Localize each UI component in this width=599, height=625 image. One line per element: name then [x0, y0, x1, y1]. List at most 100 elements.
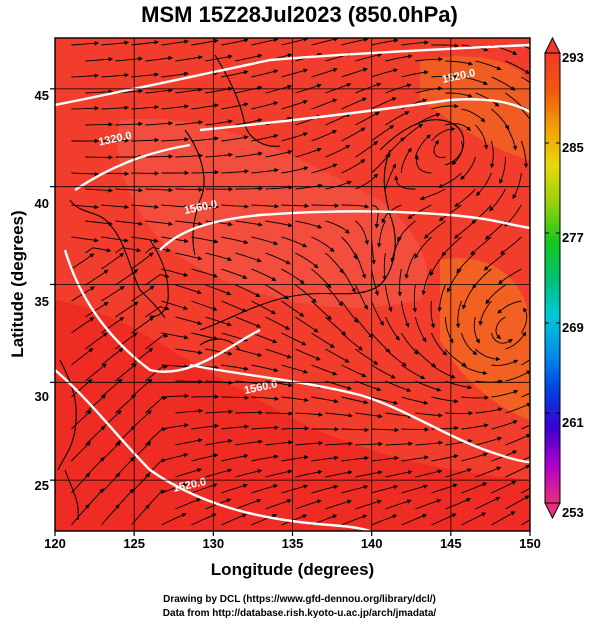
streamline [385, 111, 410, 126]
streamline [431, 513, 457, 526]
streamline [461, 395, 490, 400]
streamline [445, 60, 473, 66]
colorbar-bottom-arrow [544, 502, 561, 520]
streamline [281, 268, 305, 285]
streamline [484, 220, 506, 240]
streamline [251, 38, 279, 46]
streamline [431, 454, 459, 462]
streamline [341, 236, 358, 260]
streamline [101, 40, 130, 46]
streamline [325, 470, 353, 478]
streamline [265, 469, 293, 478]
streamline [471, 204, 492, 224]
streamline [341, 268, 356, 293]
streamline [175, 408, 204, 414]
streamline [521, 44, 530, 50]
streamline [281, 68, 309, 78]
streamline [161, 300, 188, 310]
streamline [521, 307, 528, 334]
streamline [221, 268, 248, 279]
streamline [505, 370, 530, 382]
streamline [251, 332, 278, 344]
streamline [478, 300, 492, 326]
streamline [498, 268, 522, 285]
streamline [175, 284, 202, 295]
streamline [341, 38, 369, 46]
streamline [325, 499, 352, 510]
streamline [311, 364, 338, 376]
geopotential-contours [55, 43, 530, 531]
streamline [355, 52, 383, 62]
x-tick-label: 120 [44, 536, 66, 551]
streamline [521, 358, 530, 366]
streamline [473, 316, 480, 344]
streamline [461, 512, 487, 526]
streamline [475, 348, 501, 362]
streamline [251, 425, 280, 430]
streamline [485, 284, 506, 305]
streamline [175, 87, 203, 94]
streamline [175, 120, 203, 126]
streamline [460, 332, 478, 356]
streamline [295, 316, 319, 333]
streamline [445, 92, 473, 98]
streamline [407, 204, 432, 219]
streamline [431, 43, 460, 48]
streamline [265, 499, 292, 510]
streamline [175, 498, 202, 510]
streamline [235, 53, 263, 62]
streamline [295, 412, 324, 417]
streamline [265, 84, 293, 94]
streamline [295, 499, 322, 510]
streamline [499, 156, 506, 184]
streamline [191, 170, 220, 175]
streamline [354, 252, 366, 279]
streamline [355, 220, 369, 246]
streamline [221, 70, 249, 78]
colorbar [544, 36, 561, 520]
streamline [205, 252, 233, 262]
streamline [505, 464, 530, 478]
streamline [115, 394, 137, 414]
colorbar-label: 293 [562, 50, 584, 65]
streamline [521, 392, 530, 398]
streamline [505, 60, 530, 74]
streamline [445, 348, 467, 367]
streamline [221, 169, 250, 174]
streamline [131, 72, 159, 78]
streamline [311, 332, 335, 348]
streamline [101, 317, 125, 334]
streamline [341, 97, 367, 110]
streamline [384, 163, 397, 190]
streamline [311, 300, 332, 320]
streamline [385, 380, 412, 392]
streamline [341, 127, 366, 142]
streamline [445, 439, 473, 446]
streamline [311, 67, 338, 78]
streamline [175, 468, 202, 478]
streamline [175, 55, 203, 62]
streamline [281, 203, 310, 209]
colorbar-label: 261 [562, 415, 584, 430]
streamline [431, 103, 459, 110]
x-axis-label: Longitude (degrees) [210, 560, 375, 579]
streamline [341, 427, 370, 433]
streamline [205, 54, 233, 62]
streamline [414, 236, 432, 259]
streamline [470, 236, 492, 256]
streamline [191, 268, 218, 278]
streamline [371, 427, 400, 433]
streamline [71, 504, 90, 526]
streamline [491, 76, 516, 91]
colorbar-label: 253 [562, 505, 584, 520]
streamline [497, 300, 522, 314]
streamline [221, 364, 249, 371]
streamline [161, 71, 189, 78]
streamline [85, 188, 114, 193]
streamline [251, 268, 277, 281]
streamline [71, 41, 100, 46]
streamline [281, 99, 308, 110]
streamline [205, 409, 234, 415]
streamline [85, 220, 113, 226]
streamline [419, 188, 446, 201]
